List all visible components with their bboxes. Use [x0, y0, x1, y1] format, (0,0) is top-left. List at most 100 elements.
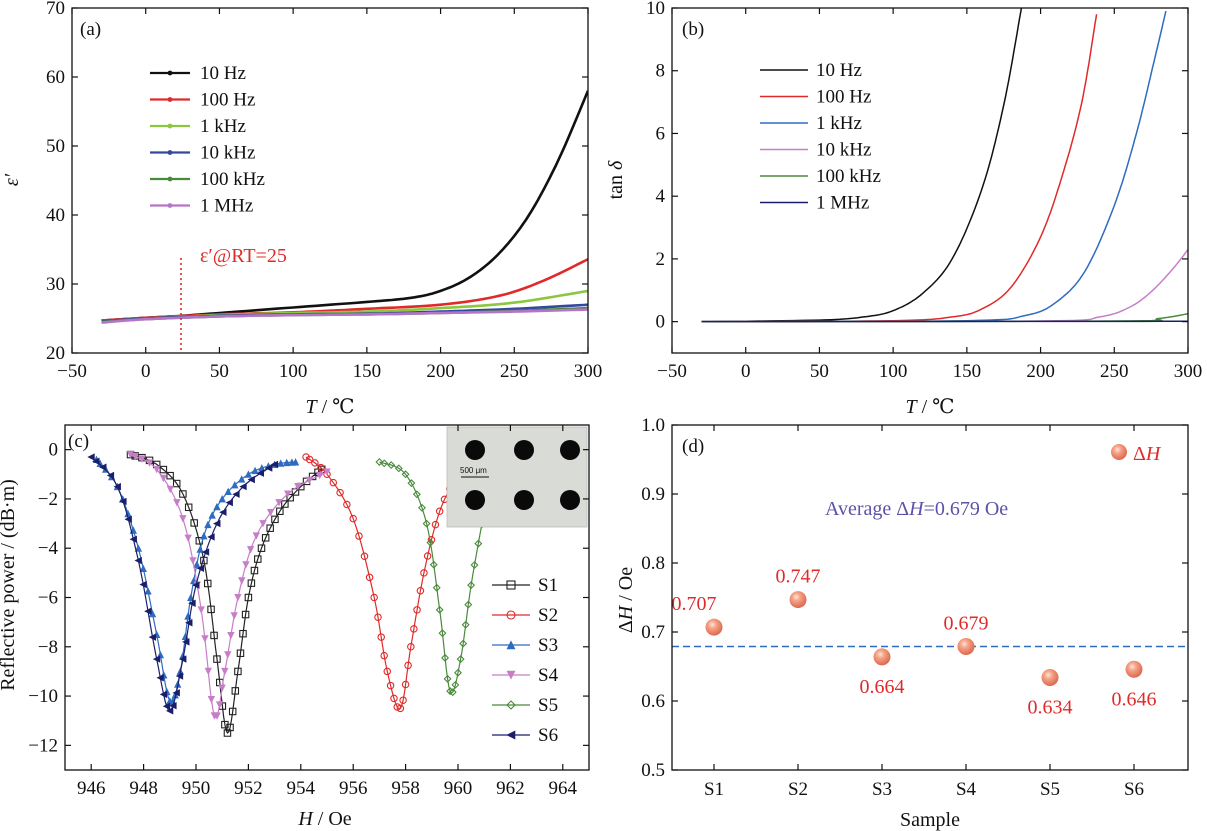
- series-marker: [179, 490, 187, 498]
- panel-b-axes: −50 0 50 100 150 200 250 300 0 2 4 6 8 10: [646, 0, 1202, 382]
- series-marker: [234, 593, 242, 602]
- series-marker: [283, 458, 291, 467]
- series-marker: [422, 519, 431, 528]
- series-marker: [207, 696, 216, 704]
- series-marker: [234, 667, 242, 676]
- series-marker: [396, 704, 405, 713]
- series-marker: [225, 498, 233, 507]
- inset-hole: [560, 490, 580, 510]
- y-tick-label: 0.5: [641, 760, 665, 781]
- data-point: [705, 618, 723, 636]
- x-tick-label: S3: [872, 779, 892, 800]
- series-marker: [213, 712, 221, 720]
- inset-hole: [560, 440, 580, 460]
- series-marker: [193, 560, 201, 568]
- y-tick-label: −6: [38, 588, 58, 609]
- series-marker: [159, 465, 168, 474]
- series-marker: [305, 476, 314, 485]
- series-marker: [224, 487, 232, 496]
- series-marker: [451, 680, 460, 689]
- series-marker: [228, 707, 237, 716]
- x-tick-label: 962: [496, 778, 525, 799]
- x-tick-label: 948: [129, 778, 158, 799]
- series-marker: [420, 569, 428, 577]
- legend-marker: [167, 176, 173, 182]
- panel-c-legend: S1 S2 S3 S4 S5 S6: [492, 575, 559, 746]
- series-marker: [271, 515, 279, 524]
- y-tick-label: 0.6: [641, 691, 665, 712]
- legend-marker: [167, 70, 173, 76]
- series-marker: [360, 552, 369, 560]
- series-marker: [506, 580, 516, 590]
- x-tick-label: −50: [657, 361, 687, 382]
- legend-label: 10 kHz: [200, 143, 255, 164]
- y-tick-label: 0: [49, 440, 59, 461]
- series-marker: [470, 560, 479, 569]
- legend-label: 1 MHz: [816, 193, 869, 214]
- panel-c-inset-photo: 500 μm: [446, 426, 588, 528]
- x-tick-label: 954: [287, 778, 316, 799]
- series-marker: [252, 532, 260, 540]
- series-marker: [383, 667, 392, 676]
- series-marker: [418, 503, 426, 512]
- series-marker: [213, 519, 221, 528]
- series-marker: [231, 481, 239, 489]
- series-marker: [404, 661, 412, 670]
- legend-label: 100 Hz: [200, 90, 255, 111]
- series-marker: [266, 508, 275, 517]
- x-tick-label: 200: [1026, 361, 1055, 382]
- inset-hole: [465, 490, 485, 510]
- series-marker: [435, 507, 444, 515]
- legend-label: 10 Hz: [200, 63, 246, 84]
- series-marker: [432, 583, 441, 592]
- series-marker: [106, 471, 115, 480]
- series-marker: [380, 651, 388, 660]
- series-marker: [441, 653, 450, 662]
- data-point: [789, 591, 807, 609]
- series-marker: [179, 515, 187, 523]
- x-tick-label: 946: [77, 778, 106, 799]
- series-marker: [506, 730, 516, 740]
- panel-d-axes: S1 S2 S3 S4 S5 S6 0.5 0.6 0.7 0.8 0.9 1.0: [641, 415, 1188, 800]
- series-marker: [159, 474, 168, 483]
- series-marker: [355, 532, 363, 540]
- inset-hole: [514, 490, 534, 510]
- y-tick-label: 0.9: [641, 484, 665, 505]
- series-marker: [148, 633, 157, 641]
- series-marker: [196, 564, 205, 573]
- series-marker: [162, 702, 171, 710]
- x-tick-label: 250: [1100, 361, 1129, 382]
- series-line: [305, 456, 459, 710]
- series-marker: [412, 490, 421, 499]
- data-label: 0.646: [1112, 688, 1157, 710]
- series-marker: [294, 483, 302, 491]
- series-marker: [435, 605, 444, 614]
- legend-marker: [167, 150, 173, 155]
- series-marker: [456, 655, 465, 664]
- series-marker: [336, 488, 344, 497]
- y-tick-label: 20: [46, 343, 65, 364]
- panel-b: −50 0 50 100 150 200 250 300 0 2 4 6 8 10 (b) tan δ T…: [605, 0, 1202, 418]
- series-marker: [201, 635, 209, 643]
- series-marker: [474, 539, 483, 548]
- data-label: 0.679: [944, 612, 989, 634]
- series-line: [701, 14, 1098, 323]
- y-tick-label: 60: [46, 67, 65, 88]
- series-marker: [113, 482, 121, 491]
- x-tick-label: 100: [279, 361, 308, 382]
- series-marker: [203, 579, 212, 588]
- y-tick-label: 10: [646, 0, 665, 19]
- series-marker: [218, 495, 226, 503]
- series-marker: [131, 452, 139, 461]
- panel-d-legend-label: ΔH: [1133, 443, 1162, 465]
- series-marker: [208, 511, 216, 519]
- legend-label: S3: [538, 635, 558, 656]
- series-marker: [464, 600, 473, 609]
- series-marker: [423, 552, 432, 560]
- series-marker: [284, 490, 292, 498]
- series-marker: [226, 723, 234, 732]
- x-tick-label: 300: [574, 361, 603, 382]
- legend-label: S5: [538, 695, 558, 716]
- series-marker: [237, 475, 246, 483]
- series-marker: [138, 455, 146, 463]
